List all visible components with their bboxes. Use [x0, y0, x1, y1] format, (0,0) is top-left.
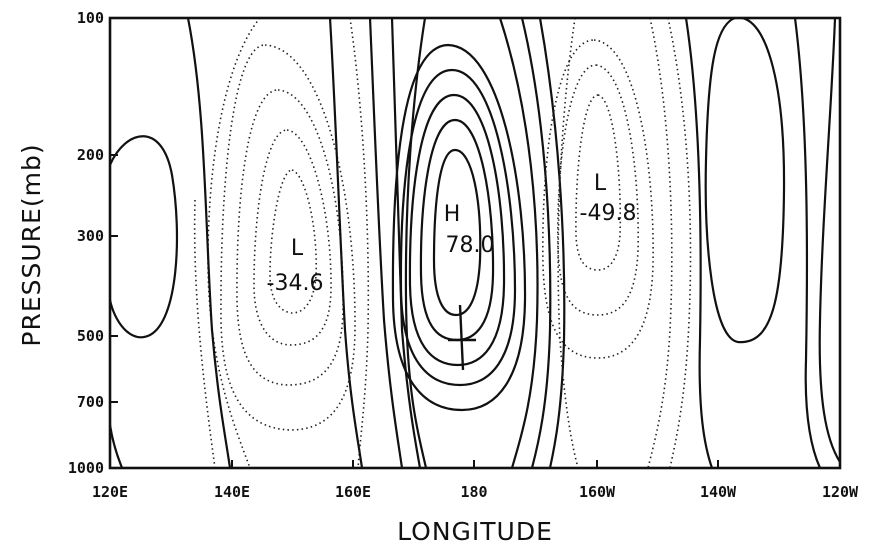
contour-positive: [795, 18, 820, 468]
y-tick-label: 500: [77, 327, 104, 345]
x-tick-labels: 120E 140E 160E 180 160W 140W 120W: [92, 483, 859, 501]
contour-positive: [410, 95, 504, 365]
x-axis-title: LONGITUDE: [397, 517, 553, 546]
y-tick-label: 1000: [68, 459, 104, 477]
contour-positive: [500, 18, 538, 468]
x-tick-label: 160E: [335, 483, 371, 501]
contour-positive: [110, 425, 122, 468]
contour-positive: [540, 18, 564, 468]
y-tick-label: 200: [77, 146, 104, 164]
contour-positive: [421, 120, 493, 340]
y-tick-label: 100: [77, 9, 104, 27]
center-value-label: -49.8: [580, 201, 637, 226]
center-labels: L -34.6 H 78.0 L -49.8: [267, 171, 637, 296]
x-tick-label: 160W: [579, 483, 616, 501]
center-value-label: 78.0: [446, 233, 495, 258]
x-tick-label: 140W: [700, 483, 737, 501]
x-tick-label: 120W: [822, 483, 859, 501]
center-type-label: L: [594, 171, 607, 196]
center-type-label: L: [291, 236, 304, 261]
center-value-label: -34.6: [267, 271, 324, 296]
contour-negative: [208, 18, 260, 468]
contour-positive: [370, 18, 402, 468]
y-tick-label: 300: [77, 227, 104, 245]
y-tick-label: 700: [77, 393, 104, 411]
contour-negative: [648, 18, 672, 468]
x-tick-label: 120E: [92, 483, 128, 501]
center-type-label: H: [444, 202, 461, 227]
contour-positive: [820, 18, 840, 462]
y-axis-title: PRESSURE(mb): [17, 143, 46, 346]
x-tick-label: 140E: [214, 483, 250, 501]
contour-positive: [706, 18, 784, 343]
x-tick-label: 180: [460, 483, 487, 501]
y-tick-labels: 100 200 300 500 700 1000: [68, 9, 104, 477]
contour-positive: [330, 18, 362, 468]
contour-positive: [110, 136, 177, 337]
